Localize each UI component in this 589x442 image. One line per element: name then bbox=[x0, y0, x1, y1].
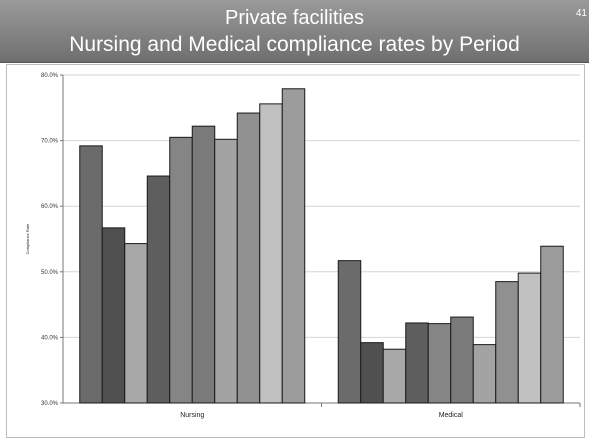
bar-nursing-10 bbox=[281, 88, 306, 404]
bar-nursing-9 bbox=[259, 103, 283, 404]
bar-nursing-1 bbox=[79, 145, 103, 404]
bar-nursing-2 bbox=[101, 227, 126, 404]
bar-nursing-4 bbox=[146, 175, 171, 404]
chart-frame: 30.0% 40.0% 50.0% 60.0% 70.0% 80.0% Compliance… bbox=[6, 64, 585, 438]
bar-medical-10 bbox=[540, 245, 564, 404]
y-tick-label: 50.0% bbox=[41, 270, 59, 276]
chart-title-line-2: Nursing and Medical compliance rates by … bbox=[69, 33, 520, 56]
bar-nursing-3 bbox=[124, 243, 148, 404]
bar-nursing-6 bbox=[191, 125, 216, 404]
bar-medical-1 bbox=[337, 260, 362, 404]
slide-header: Private facilities Nursing and Medical c… bbox=[0, 0, 589, 63]
bar-medical-6 bbox=[450, 316, 474, 404]
y-tick-label: 60.0% bbox=[41, 204, 59, 210]
bar-medical-7 bbox=[472, 344, 497, 404]
bar-medical-5 bbox=[427, 323, 452, 404]
bar-medical-3 bbox=[382, 348, 407, 404]
y-tick-label: 40.0% bbox=[41, 335, 59, 341]
bar-nursing-7 bbox=[214, 138, 238, 404]
y-tick-label: 30.0% bbox=[41, 401, 59, 407]
y-axis-title: Compliance Rate bbox=[25, 223, 30, 254]
chart-title-line-1: Private facilities bbox=[225, 7, 364, 29]
bar-nursing-8 bbox=[236, 112, 261, 404]
y-tick-label: 80.0% bbox=[41, 73, 59, 79]
bar-medical-2 bbox=[360, 342, 384, 404]
bar-nursing-5 bbox=[169, 136, 193, 404]
y-tick-label: 70.0% bbox=[41, 139, 59, 145]
x-tick-label: Nursing bbox=[180, 412, 204, 419]
x-tick-label: Medical bbox=[439, 412, 464, 419]
page-number: 41 bbox=[575, 8, 587, 19]
bar-medical-9 bbox=[517, 272, 542, 404]
bar-medical-8 bbox=[495, 281, 519, 404]
bar-medical-4 bbox=[405, 322, 429, 404]
bar-chart: 30.0% 40.0% 50.0% 60.0% 70.0% 80.0% Compliance… bbox=[25, 73, 581, 419]
